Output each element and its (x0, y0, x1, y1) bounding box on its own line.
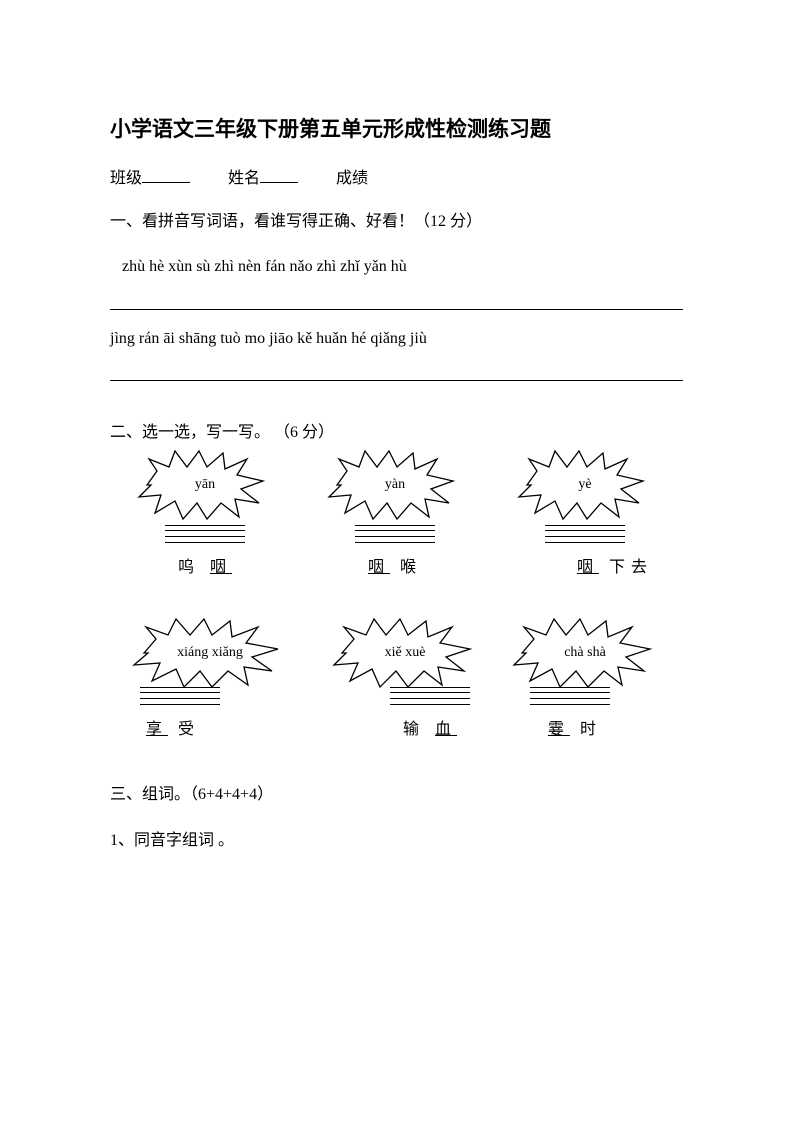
name-blank[interactable] (260, 167, 298, 183)
burst-text: yān (195, 477, 215, 493)
name-label: 姓名 (228, 170, 260, 187)
burst-text: yè (578, 477, 591, 493)
exercise-cell: chà shà 霎 时 (500, 613, 670, 739)
word-label: 享 受 (146, 715, 200, 739)
burst-text: xiě xuè (385, 645, 426, 661)
exercise-cell: xiáng xiǎng 享 受 (110, 613, 310, 739)
info-row: 班级 姓名 成绩 (110, 164, 683, 188)
pinyin-line-2: jìng rán āi shāng tuò mo jiāo kě huǎn hé… (110, 328, 683, 350)
word-label: 霎 时 (548, 715, 602, 739)
burst-text: yàn (385, 477, 405, 493)
burst-shape: yàn (325, 445, 465, 525)
exercise-cell: yè 咽 下去 (490, 445, 680, 577)
burst-shape: yān (135, 445, 275, 525)
burst-text: chà shà (564, 645, 606, 661)
pinyin-write-lines[interactable] (355, 525, 435, 543)
section3-sub1: 1、同音字组词 。 (110, 829, 683, 853)
burst-shape: yè (515, 445, 655, 525)
pinyin-write-lines[interactable] (165, 525, 245, 543)
page-title: 小学语文三年级下册第五单元形成性检测练习题 (110, 115, 683, 144)
writing-line-2[interactable] (110, 380, 683, 381)
score-label: 成绩 (336, 170, 368, 187)
pinyin-write-lines[interactable] (545, 525, 625, 543)
exercise-row-1: yān 呜 咽 yàn 咽 喉 yè 咽 下去 (110, 445, 683, 577)
word-label: 咽 喉 (368, 553, 422, 577)
class-label: 班级 (110, 170, 142, 187)
word-label: 呜 咽 (178, 553, 232, 577)
writing-line-1[interactable] (110, 309, 683, 310)
exercise-row-2: xiáng xiǎng 享 受 xiě xuè 输 血 chà shà 霎 时 (110, 613, 683, 739)
section2-heading: 二、选一选，写一写。 （6 分） (110, 421, 683, 445)
word-label: 咽 下去 (577, 553, 653, 577)
burst-shape: xiě xuè (330, 613, 480, 693)
exercise-cell: yān 呜 咽 (110, 445, 300, 577)
word-label: 输 血 (403, 715, 457, 739)
burst-shape: chà shà (510, 613, 660, 693)
section1-heading: 一、看拼音写词语，看谁写得正确、好看！（12 分） (110, 210, 683, 234)
class-blank[interactable] (142, 167, 190, 183)
section3-heading: 三、组词。（6+4+4+4） (110, 783, 683, 807)
pinyin-line-1: zhù hè xùn sù zhì nèn fán nǎo zhì zhǐ yǎ… (110, 256, 683, 278)
exercise-cell: yàn 咽 喉 (300, 445, 490, 577)
exercise-cell: xiě xuè 输 血 (310, 613, 500, 739)
burst-shape: xiáng xiǎng (130, 613, 290, 693)
burst-text: xiáng xiǎng (177, 645, 243, 661)
